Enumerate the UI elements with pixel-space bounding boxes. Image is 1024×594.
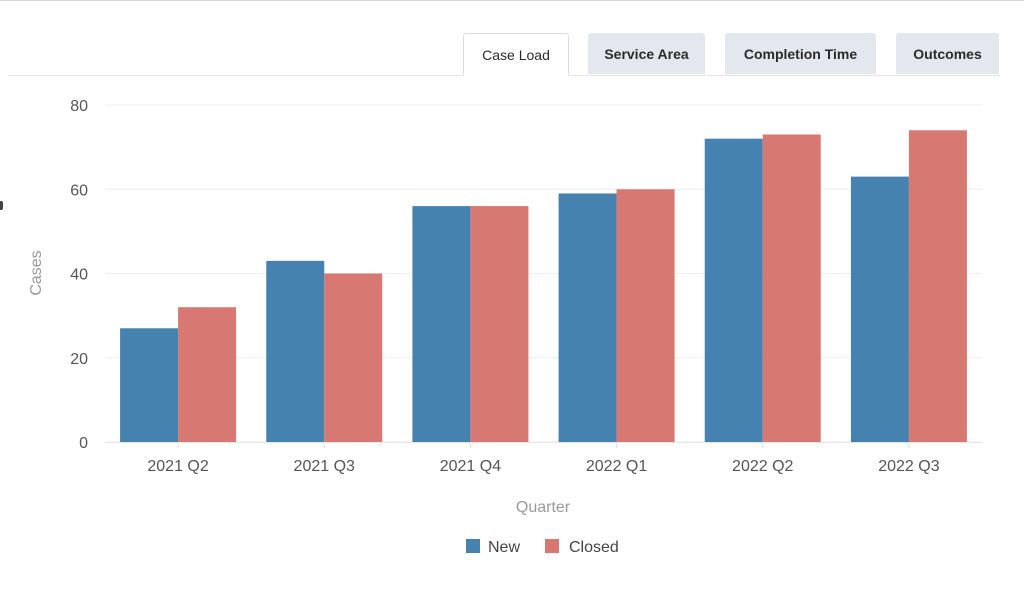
grid-layer	[105, 104, 982, 443]
bar-new-2021-q2[interactable]	[120, 328, 179, 442]
y-axis-title: Cases	[28, 250, 45, 295]
bar-new-2022-q1[interactable]	[558, 193, 617, 442]
y-tick-label: 0	[79, 435, 88, 452]
bar-new-2022-q3[interactable]	[850, 176, 909, 443]
bar-closed-2021-q4[interactable]	[470, 206, 529, 442]
x-tick-label: 2022 Q1	[586, 458, 647, 475]
bar-new-2022-q2[interactable]	[704, 138, 763, 442]
bar-closed-2022-q1[interactable]	[616, 189, 675, 442]
tab-service-area[interactable]: Service Area	[588, 33, 705, 74]
axis-layer: 0 20 40 60 80 2021 Q2 2021 Q3 2021 Q4 2022 Q1 202…	[70, 98, 982, 475]
x-tick-label: 2022 Q2	[732, 458, 793, 475]
y-tick-label: 80	[70, 98, 88, 115]
legend-swatch-closed[interactable]	[545, 539, 559, 553]
y-tick-label: 40	[70, 267, 88, 284]
tab-bar: Case Load Service Area Completion Time O…	[0, 1, 1024, 77]
side-marker	[0, 201, 3, 210]
y-tick-label: 20	[70, 351, 88, 368]
tab-case-load[interactable]: Case Load	[463, 33, 569, 76]
tab-outcomes[interactable]: Outcomes	[896, 33, 999, 74]
bar-layer	[120, 130, 967, 443]
legend: New Closed	[466, 539, 619, 556]
legend-label-new[interactable]: New	[488, 539, 520, 556]
bar-closed-2022-q2[interactable]	[762, 134, 821, 443]
bar-closed-2021-q3[interactable]	[324, 273, 383, 443]
tab-completion-time[interactable]: Completion Time	[725, 33, 876, 74]
legend-swatch-new[interactable]	[466, 539, 480, 553]
y-tick-label: 60	[70, 182, 88, 199]
bar-new-2021-q3[interactable]	[266, 260, 325, 442]
legend-label-closed[interactable]: Closed	[569, 539, 619, 556]
bar-new-2021-q4[interactable]	[412, 206, 471, 442]
x-tick-label: 2021 Q2	[147, 458, 208, 475]
bar-closed-2021-q2[interactable]	[178, 307, 237, 442]
x-tick-label: 2022 Q3	[878, 458, 939, 475]
x-tick-label: 2021 Q3	[294, 458, 355, 475]
x-axis-title: Quarter	[516, 499, 571, 516]
bar-closed-2022-q3[interactable]	[908, 130, 967, 442]
x-tick-label: 2021 Q4	[440, 458, 501, 475]
